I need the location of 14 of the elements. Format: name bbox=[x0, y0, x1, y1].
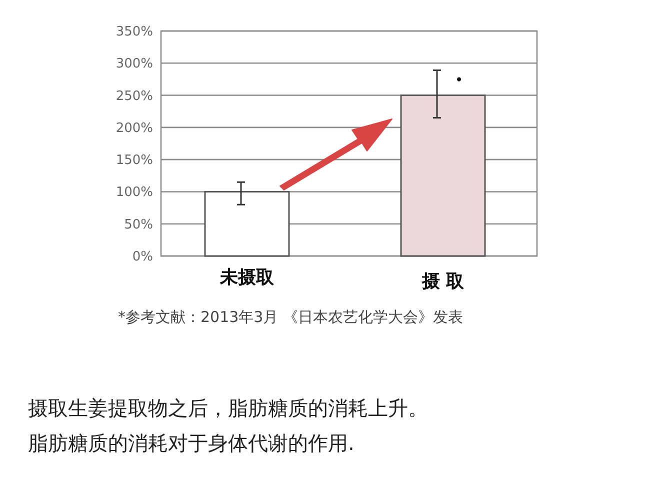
y-tick-label: 150% bbox=[116, 153, 153, 168]
y-tick-label: 50% bbox=[124, 217, 153, 232]
text: *参考文献：2013年3月 《日本农艺化学大会》发表 bbox=[118, 308, 463, 326]
x-tick-label: 未摄取 bbox=[219, 267, 275, 288]
y-tick-label: 300% bbox=[116, 56, 153, 72]
text: 摄取生姜提取物之后，脂肪糖质的消耗上升。 bbox=[28, 396, 428, 420]
y-tick-label: 350% bbox=[116, 24, 153, 40]
y-tick-label: 100% bbox=[116, 185, 153, 200]
text: 脂肪糖质的消耗对于身体代谢的作用. bbox=[28, 431, 354, 455]
y-tick-label: 0% bbox=[132, 250, 153, 264]
annotation: • bbox=[454, 72, 464, 88]
x-tick-label: 摄 取 bbox=[420, 271, 466, 292]
y-tick-label: 200% bbox=[116, 120, 153, 136]
y-tick-label: 250% bbox=[116, 88, 153, 104]
